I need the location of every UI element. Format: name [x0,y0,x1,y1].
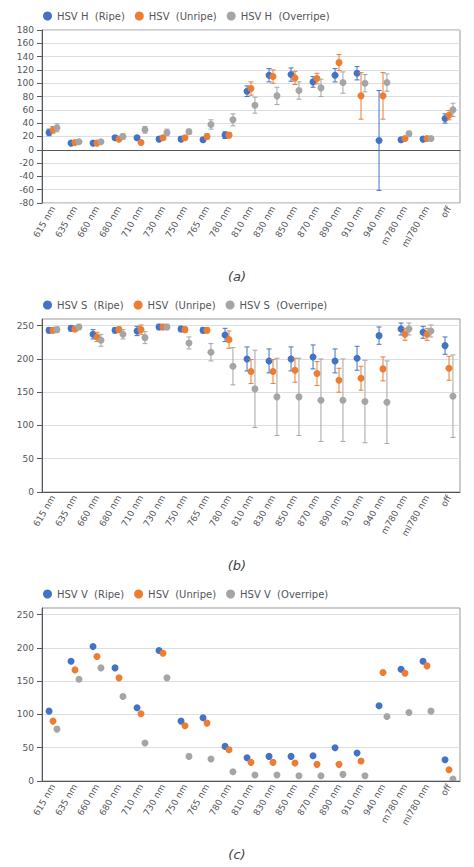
svg-text:810 nm: 810 nm [229,782,256,818]
svg-text:200: 200 [17,354,34,364]
svg-text:780 nm: 780 nm [207,204,234,240]
svg-text:50: 50 [23,743,35,753]
svg-text:120: 120 [17,65,34,75]
svg-text:730 nm: 730 nm [141,782,168,818]
svg-text:off: off [439,204,454,220]
svg-text:890 nm: 890 nm [317,493,344,529]
svg-text:765 nm: 765 nm [185,204,212,240]
svg-text:HSV (Unripe): HSV (Unripe) [149,11,217,22]
svg-text:940 nm: 940 nm [361,782,388,818]
svg-text:0: 0 [28,776,34,786]
svg-text:810 nm: 810 nm [229,493,256,529]
svg-text:0: 0 [28,487,34,497]
svg-text:780 nm: 780 nm [207,493,234,529]
svg-text:765 nm: 765 nm [185,782,212,818]
svg-text:890 nm: 890 nm [317,204,344,240]
svg-text:710 nm: 710 nm [119,782,146,818]
svg-text:HSV S (Ripe): HSV S (Ripe) [57,300,124,311]
svg-text:940 nm: 940 nm [361,204,388,240]
svg-text:HSV (Unripe): HSV (Unripe) [148,300,216,311]
svg-text:(c): (c) [228,847,245,862]
svg-text:150: 150 [17,387,34,397]
svg-text:0: 0 [28,145,34,155]
svg-text:730 nm: 730 nm [141,204,168,240]
svg-text:680 nm: 680 nm [97,493,124,529]
svg-text:635 nm: 635 nm [53,493,80,529]
svg-text:HSV H (Overripe): HSV H (Overripe) [241,11,330,22]
svg-text:HSV (Unripe): HSV (Unripe) [148,589,216,600]
svg-text:635 nm: 635 nm [53,782,80,818]
svg-text:100: 100 [17,420,34,430]
svg-text:730 nm: 730 nm [141,493,168,529]
svg-text:60: 60 [23,105,35,115]
svg-text:615 nm: 615 nm [31,782,58,818]
svg-text:HSV H (Ripe): HSV H (Ripe) [57,11,125,22]
svg-text:40: 40 [23,118,35,128]
svg-text:-40: -40 [19,171,34,181]
svg-text:680 nm: 680 nm [97,782,124,818]
svg-text:660 nm: 660 nm [75,782,102,818]
svg-text:870 nm: 870 nm [295,782,322,818]
svg-text:830 nm: 830 nm [251,493,278,529]
svg-text:HSV V (Ripe): HSV V (Ripe) [57,589,124,600]
svg-text:ml780 nm: ml780 nm [400,204,432,249]
svg-text:940 nm: 940 nm [361,493,388,529]
svg-text:-60: -60 [19,185,34,195]
svg-text:660 nm: 660 nm [75,493,102,529]
svg-text:HSV S (Overripe): HSV S (Overripe) [240,300,328,311]
svg-text:750 nm: 750 nm [163,204,190,240]
svg-text:890 nm: 890 nm [317,782,344,818]
svg-text:635 nm: 635 nm [53,204,80,240]
svg-text:710 nm: 710 nm [119,204,146,240]
svg-text:-20: -20 [19,158,34,168]
svg-text:830 nm: 830 nm [251,782,278,818]
svg-text:m780 nm: m780 nm [379,782,410,825]
svg-text:m780 nm: m780 nm [379,493,410,536]
svg-text:140: 140 [17,52,34,62]
svg-text:830 nm: 830 nm [251,204,278,240]
svg-text:765 nm: 765 nm [185,493,212,529]
svg-text:100: 100 [17,78,34,88]
svg-text:850 nm: 850 nm [273,782,300,818]
svg-text:910 nm: 910 nm [339,493,366,529]
svg-text:615 nm: 615 nm [31,204,58,240]
svg-text:HSV V (Overripe): HSV V (Overripe) [240,589,328,600]
svg-text:off: off [439,782,454,798]
svg-text:850 nm: 850 nm [273,493,300,529]
svg-text:910 nm: 910 nm [339,204,366,240]
svg-text:250: 250 [17,610,34,620]
svg-text:780 nm: 780 nm [207,782,234,818]
svg-text:(b): (b) [228,558,246,573]
svg-text:710 nm: 710 nm [119,493,146,529]
svg-text:615 nm: 615 nm [31,493,58,529]
svg-text:off: off [439,493,454,509]
svg-text:m780 nm: m780 nm [379,204,410,247]
svg-text:910 nm: 910 nm [339,782,366,818]
svg-text:20: 20 [23,131,35,141]
svg-text:ml780 nm: ml780 nm [400,493,432,538]
svg-text:180: 180 [17,25,34,35]
svg-text:870 nm: 870 nm [295,204,322,240]
svg-text:750 nm: 750 nm [163,782,190,818]
svg-text:ml780 nm: ml780 nm [400,782,432,827]
svg-text:50: 50 [23,454,35,464]
svg-text:200: 200 [17,643,34,653]
svg-text:(a): (a) [228,269,246,284]
svg-text:870 nm: 870 nm [295,493,322,529]
svg-text:680 nm: 680 nm [97,204,124,240]
svg-text:660 nm: 660 nm [75,204,102,240]
svg-text:250: 250 [17,321,34,331]
svg-text:750 nm: 750 nm [163,493,190,529]
svg-text:850 nm: 850 nm [273,204,300,240]
svg-text:100: 100 [17,709,34,719]
svg-text:150: 150 [17,676,34,686]
svg-text:810 nm: 810 nm [229,204,256,240]
svg-text:-80: -80 [19,198,34,208]
svg-text:80: 80 [23,92,35,102]
svg-text:160: 160 [17,38,34,48]
